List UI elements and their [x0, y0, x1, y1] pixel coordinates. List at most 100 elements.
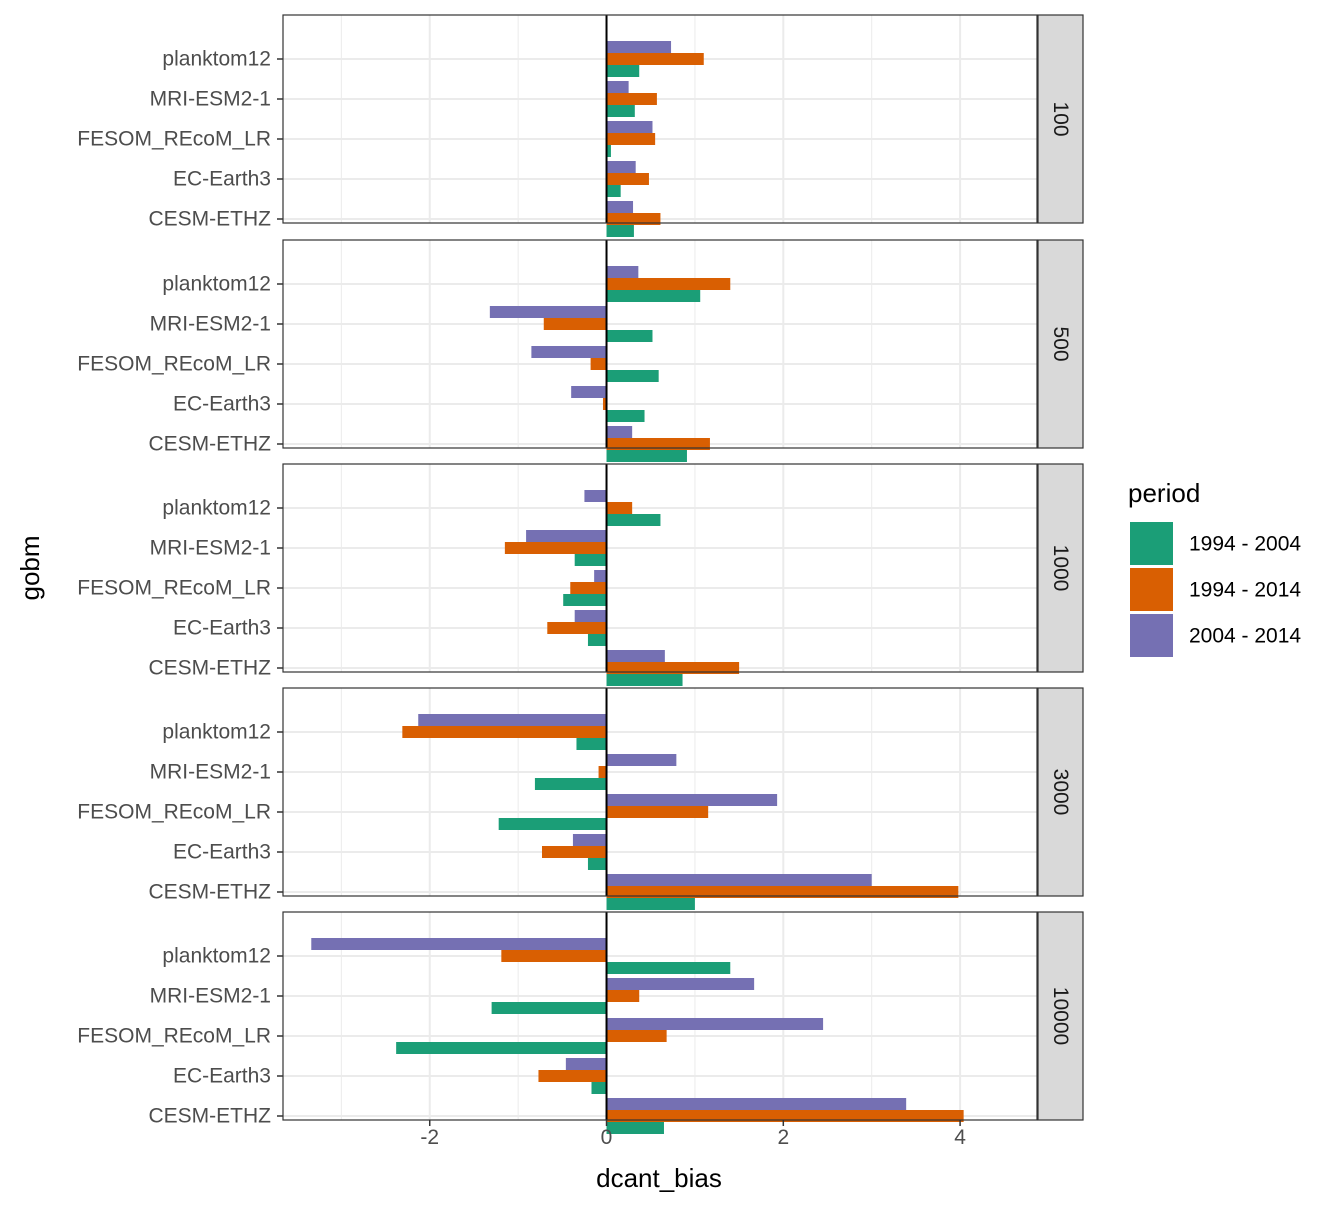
bar [606, 978, 755, 990]
legend-title: period [1128, 478, 1200, 508]
y-axis-title: gobm [15, 535, 45, 600]
bar [602, 398, 607, 410]
bar [606, 962, 731, 974]
bar [606, 53, 704, 65]
bar [311, 938, 607, 950]
legend-key [1130, 614, 1173, 657]
facet-strip [1037, 239, 1084, 449]
y-tick-label: FESOM_REcoM_LR [77, 1025, 271, 1048]
bar [574, 610, 607, 622]
bar [491, 1002, 607, 1014]
facet-strip [1037, 463, 1084, 673]
bar [590, 358, 607, 370]
y-tick-label: EC-Earth3 [173, 393, 271, 416]
bar [606, 93, 657, 105]
bar [606, 990, 640, 1002]
bar [498, 818, 607, 830]
bar [587, 634, 607, 646]
y-tick-label: CESM-ETHZ [149, 208, 272, 231]
y-tick-label: planktom12 [162, 497, 271, 520]
x-tick-label: 0 [601, 1126, 613, 1149]
y-tick-label: EC-Earth3 [173, 841, 271, 864]
bar [606, 450, 687, 462]
bar [402, 726, 607, 738]
bar [606, 105, 635, 117]
bar [418, 714, 607, 726]
bar [538, 1070, 607, 1082]
y-tick-label: planktom12 [162, 273, 271, 296]
bar [606, 1018, 824, 1030]
bar [606, 1110, 964, 1122]
y-tick-label: FESOM_REcoM_LR [77, 353, 271, 376]
y-tick-label: FESOM_REcoM_LR [77, 801, 271, 824]
bar [526, 530, 607, 542]
bar [606, 674, 683, 686]
panel-border [282, 239, 1038, 449]
bar [606, 81, 629, 93]
bar [606, 898, 695, 910]
facet-strip-label: 3000 [1049, 769, 1072, 816]
y-tick-label: MRI-ESM2-1 [150, 985, 271, 1008]
bar [598, 766, 607, 778]
bar [606, 290, 701, 302]
bar [501, 950, 607, 962]
bar [606, 201, 634, 213]
y-tick-label: MRI-ESM2-1 [150, 761, 271, 784]
legend-key [1130, 522, 1173, 565]
y-tick-label: EC-Earth3 [173, 1065, 271, 1088]
bar [606, 410, 645, 422]
bars-layer [311, 41, 964, 1134]
facet-strip-label: 10000 [1049, 987, 1072, 1045]
panel-border [282, 687, 1038, 897]
bar [606, 806, 709, 818]
x-tick-label: 2 [777, 1126, 789, 1149]
y-tick-label: FESOM_REcoM_LR [77, 128, 271, 151]
bar [606, 1098, 907, 1110]
y-tick-label: MRI-ESM2-1 [150, 88, 271, 111]
bar [606, 426, 633, 438]
bar [606, 438, 710, 450]
bar [587, 858, 607, 870]
bar [396, 1042, 607, 1054]
facet-strip-label: 100 [1049, 101, 1072, 136]
legend-label: 1994 - 2004 [1189, 533, 1301, 556]
bar [543, 318, 607, 330]
bar [606, 662, 740, 674]
y-tick-label: planktom12 [162, 945, 271, 968]
y-tick-label: CESM-ETHZ [149, 1105, 272, 1128]
panel-border [282, 911, 1038, 1121]
panel-background [283, 464, 1037, 672]
bar [574, 554, 607, 566]
bar [531, 346, 607, 358]
bar [606, 1122, 664, 1134]
bar [565, 1058, 607, 1070]
bar [606, 173, 649, 185]
bar [489, 306, 607, 318]
labels-layer: 100 planktom12 MRI-ESM2-1 FESOM_REcoM_LR EC-… [77, 48, 1072, 1150]
y-tick-label: CESM-ETHZ [149, 657, 272, 680]
bar [606, 225, 634, 237]
bar [606, 278, 731, 290]
bar [563, 594, 607, 606]
x-tick-label: 4 [954, 1126, 966, 1149]
bar [570, 582, 607, 594]
bar [606, 213, 661, 225]
bar [606, 145, 611, 157]
bar [594, 570, 607, 582]
bar [606, 370, 659, 382]
y-tick-label: planktom12 [162, 721, 271, 744]
panel-background [283, 688, 1037, 896]
facet-strip-label: 1000 [1049, 545, 1072, 592]
y-tick-label: CESM-ETHZ [149, 881, 272, 904]
facet-strip [1037, 687, 1084, 897]
bar [541, 846, 607, 858]
bar [606, 514, 661, 526]
bar [606, 754, 677, 766]
bar [584, 490, 607, 502]
bar [606, 330, 653, 342]
bar [606, 502, 633, 514]
bar [606, 266, 639, 278]
panel-border [282, 463, 1038, 673]
bar [606, 121, 653, 133]
bar [591, 1082, 607, 1094]
